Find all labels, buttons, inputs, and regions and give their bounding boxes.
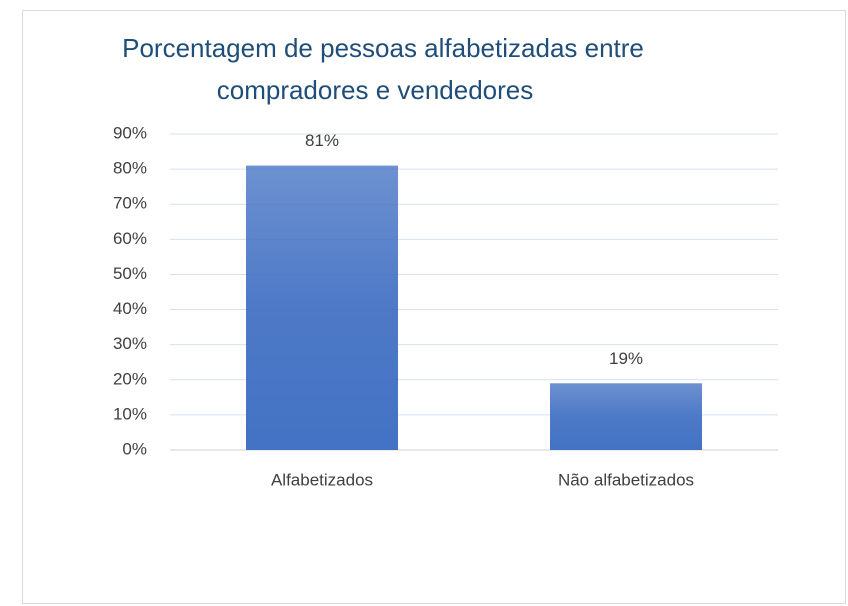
data-label: 81% [305, 131, 339, 150]
y-tick-label: 90% [113, 123, 147, 142]
chart-border [22, 10, 846, 604]
y-tick-label: 80% [113, 159, 147, 178]
y-tick-label: 50% [113, 264, 147, 283]
y-tick-label: 10% [113, 404, 147, 423]
y-tick-label: 0% [122, 439, 147, 458]
y-tick-label: 60% [113, 229, 147, 248]
y-tick-label: 30% [113, 334, 147, 353]
y-tick-label: 40% [113, 299, 147, 318]
data-label: 19% [609, 349, 643, 368]
chart-title: Porcentagem de pessoas alfabetizadas ent… [122, 33, 644, 63]
x-tick-label: Não alfabetizados [558, 470, 694, 489]
y-tick-label: 20% [113, 369, 147, 388]
x-tick-label: Alfabetizados [271, 470, 373, 489]
y-tick-label: 70% [113, 194, 147, 213]
bar [550, 383, 702, 450]
chart-title: compradores e vendedores [217, 75, 534, 105]
bar [246, 165, 398, 450]
